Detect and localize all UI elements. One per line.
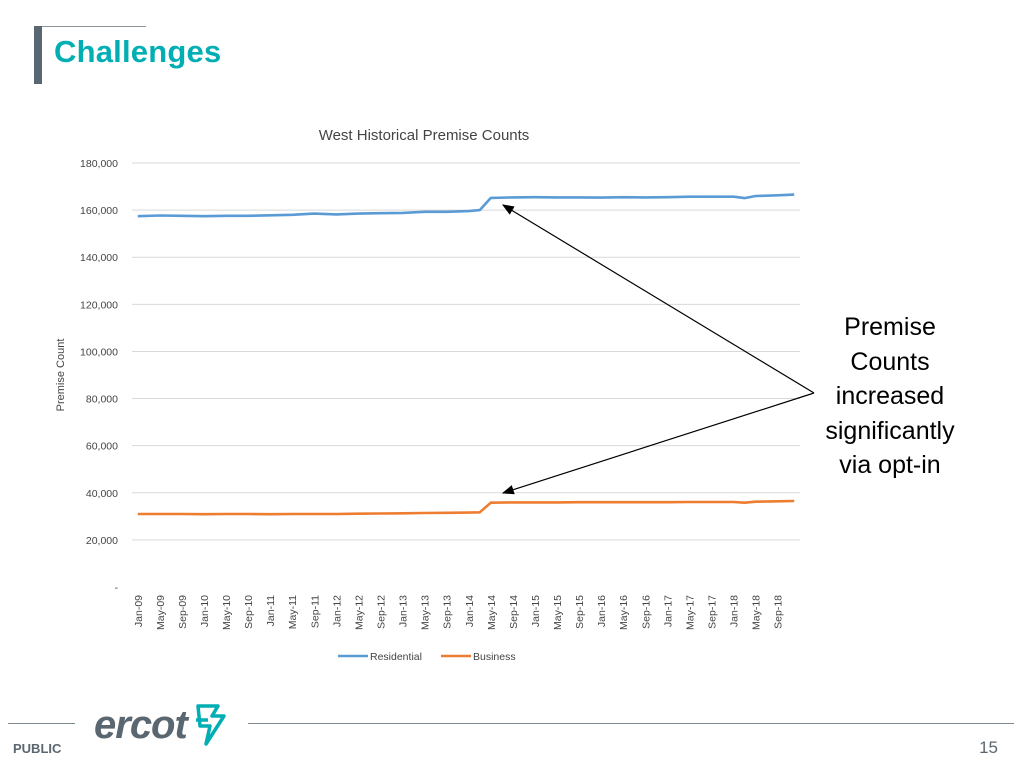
x-tick-label: Jan-12 bbox=[331, 595, 343, 627]
x-tick-label: Sep-14 bbox=[508, 595, 520, 629]
x-tick-label: May-11 bbox=[287, 595, 299, 629]
y-tick-label: 160,000 bbox=[80, 205, 118, 217]
y-tick-label: 120,000 bbox=[80, 299, 118, 311]
title-rule bbox=[34, 26, 146, 27]
gridlines bbox=[132, 162, 800, 541]
x-tick-label: Jan-18 bbox=[729, 595, 741, 627]
x-tick-label: Sep-09 bbox=[177, 595, 189, 629]
x-tick-label: Jan-09 bbox=[133, 595, 145, 627]
x-axis-ticks: Jan-09 May-09 Sep-09 Jan-10 May-10 Sep-10 Jan-… bbox=[133, 595, 785, 630]
x-tick-label: Jan-14 bbox=[464, 595, 476, 627]
x-tick-label: Jan-15 bbox=[530, 595, 542, 627]
annotation-line: increased bbox=[835, 382, 945, 410]
x-tick-label: Sep-11 bbox=[309, 595, 321, 628]
y-tick-label: 140,000 bbox=[80, 252, 118, 264]
annotation-line: significantly bbox=[825, 416, 955, 445]
x-tick-label: May-10 bbox=[221, 595, 233, 630]
legend: Residential Business bbox=[338, 651, 516, 663]
arrow-to-business bbox=[501, 392, 815, 495]
x-tick-label: May-15 bbox=[552, 595, 564, 630]
page-number: 15 bbox=[979, 738, 998, 757]
footer-divider-left bbox=[8, 723, 75, 724]
x-tick-label: Sep-12 bbox=[375, 595, 387, 629]
y-tick-label: 40,000 bbox=[86, 488, 118, 500]
annotation-line: Premise bbox=[844, 313, 936, 341]
x-tick-label: Sep-10 bbox=[243, 595, 255, 629]
title-accent-bar bbox=[34, 26, 42, 84]
y-tick-label: 80,000 bbox=[86, 394, 118, 406]
x-tick-label: Sep-13 bbox=[442, 595, 454, 629]
series bbox=[137, 193, 795, 516]
annotation-line: Counts bbox=[850, 347, 930, 376]
x-tick-label: Sep-18 bbox=[773, 595, 785, 629]
annotation-arrows bbox=[501, 204, 815, 495]
x-tick-label: Sep-17 bbox=[706, 595, 718, 629]
y-tick-label: 60,000 bbox=[86, 441, 118, 453]
ercot-logo: ercot bbox=[94, 703, 188, 747]
x-tick-label: Sep-16 bbox=[640, 595, 652, 629]
x-tick-label: May-14 bbox=[486, 595, 498, 630]
x-tick-label: Jan-11 bbox=[265, 595, 277, 626]
y-tick-label: 180,000 bbox=[80, 158, 118, 170]
x-tick-label: May-18 bbox=[751, 595, 763, 630]
ercot-logo-icon bbox=[196, 704, 226, 746]
slide-title: Challenges bbox=[54, 34, 222, 69]
y-axis-ticks: - 20,000 40,000 60,000 80,000 100,000 120,000 1… bbox=[80, 158, 118, 594]
series-line-business bbox=[137, 499, 795, 516]
annotation-text: Premise Counts increased significantly v… bbox=[812, 310, 968, 483]
chart-title: West Historical Premise Counts bbox=[319, 127, 530, 144]
arrow-to-residential bbox=[501, 204, 815, 394]
x-tick-label: May-09 bbox=[155, 595, 167, 630]
x-tick-label: May-17 bbox=[684, 595, 696, 630]
x-tick-label: May-12 bbox=[353, 595, 365, 630]
y-tick-label: - bbox=[115, 582, 119, 594]
footer-divider-right bbox=[248, 723, 1014, 724]
x-tick-label: Sep-15 bbox=[574, 595, 586, 629]
classification-label: PUBLIC bbox=[13, 741, 62, 756]
x-tick-label: May-13 bbox=[420, 595, 432, 630]
x-tick-label: Jan-13 bbox=[398, 595, 410, 627]
y-axis-label: Premise Count bbox=[55, 339, 67, 412]
legend-label: Business bbox=[473, 651, 516, 663]
x-tick-label: Jan-16 bbox=[596, 595, 608, 627]
series-line-residential bbox=[137, 193, 795, 218]
legend-label: Residential bbox=[370, 651, 422, 663]
x-tick-label: Jan-10 bbox=[199, 595, 211, 627]
annotation-line: via opt-in bbox=[839, 451, 941, 479]
x-tick-label: Jan-17 bbox=[662, 595, 674, 627]
y-tick-label: 100,000 bbox=[80, 346, 118, 358]
x-tick-label: May-16 bbox=[618, 595, 630, 630]
y-tick-label: 20,000 bbox=[86, 535, 118, 547]
